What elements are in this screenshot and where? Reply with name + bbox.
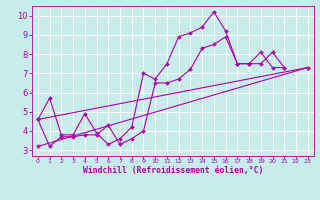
X-axis label: Windchill (Refroidissement éolien,°C): Windchill (Refroidissement éolien,°C)	[83, 166, 263, 175]
